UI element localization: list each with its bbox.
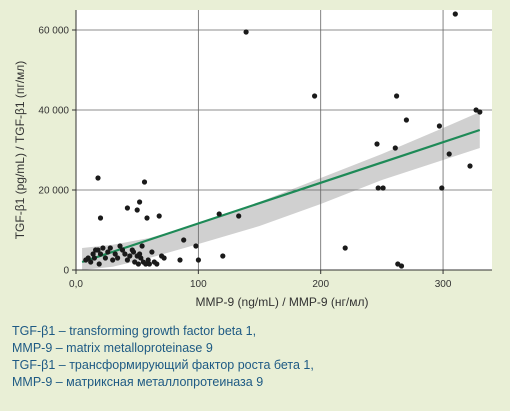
- data-point: [477, 109, 483, 115]
- data-point: [436, 123, 442, 129]
- data-point: [91, 255, 97, 261]
- data-point: [216, 211, 222, 217]
- data-point: [452, 11, 458, 17]
- data-point: [392, 145, 398, 151]
- data-point: [105, 249, 111, 255]
- data-point: [141, 179, 148, 185]
- data-point: [439, 185, 445, 191]
- data-point: [85, 255, 91, 261]
- data-point: [115, 255, 121, 261]
- data-point: [243, 29, 249, 35]
- data-point: [398, 263, 405, 269]
- y-tick-label: 0: [63, 266, 69, 277]
- legend-line-3: TGF-β1 – трансформирующий фактор роста б…: [12, 358, 314, 372]
- data-point: [112, 251, 118, 257]
- data-point: [100, 245, 106, 251]
- data-point: [342, 245, 348, 251]
- data-point: [95, 247, 101, 253]
- data-point: [97, 251, 104, 257]
- data-point: [177, 257, 183, 263]
- regression-line: [81, 128, 481, 264]
- data-point: [97, 215, 104, 221]
- data-point: [149, 249, 155, 255]
- data-point: [394, 93, 400, 99]
- data-point: [145, 257, 151, 263]
- data-point: [107, 245, 113, 251]
- data-point: [117, 243, 123, 249]
- data-point: [193, 243, 199, 249]
- data-point: [220, 253, 226, 259]
- legend-block: TGF-β1 – transforming growth factor beta…: [12, 323, 492, 391]
- data-point: [138, 255, 144, 261]
- data-point: [374, 141, 380, 147]
- data-point: [146, 261, 152, 267]
- y-tick-label: 60 000: [38, 26, 69, 37]
- data-point: [124, 257, 130, 263]
- legend-line-4: MMP-9 – матриксная металлопротеиназа 9: [12, 375, 264, 389]
- data-point: [139, 243, 145, 249]
- data-point: [124, 205, 130, 211]
- legend-line-1: TGF-β1 – transforming growth factor beta…: [12, 324, 257, 338]
- data-point: [137, 199, 143, 205]
- data-point: [236, 213, 242, 219]
- x-axis-title: MMP-9 (ng/mL) / MMP-9 (нг/мл): [196, 295, 369, 309]
- data-point: [90, 251, 96, 257]
- data-point: [110, 257, 116, 263]
- data-point: [154, 261, 160, 267]
- scatter-chart: 0,0 100 200 300 0 20 000 40 000 60 000 MMP-9 (n…: [13, 10, 492, 309]
- data-point: [135, 261, 141, 267]
- confidence-band: [82, 112, 480, 270]
- data-point: [134, 207, 140, 213]
- data-point: [161, 255, 167, 261]
- data-point: [122, 251, 128, 257]
- data-point: [403, 117, 409, 123]
- data-point: [181, 237, 187, 243]
- data-point: [88, 259, 94, 265]
- data-point: [144, 215, 150, 221]
- data-point: [195, 257, 201, 263]
- x-tick-label: 200: [312, 279, 329, 290]
- y-axis-title: TGF-β1 (pg/mL) / TGF-β1 (пг/мл): [13, 61, 27, 240]
- data-point: [119, 247, 126, 253]
- data-point: [380, 185, 386, 191]
- data-point: [143, 261, 149, 267]
- data-point: [312, 93, 318, 99]
- x-tick-label: 0,0: [69, 279, 83, 290]
- data-point: [467, 163, 473, 169]
- x-tick-label: 300: [435, 279, 452, 290]
- y-tick-label: 20 000: [38, 186, 69, 197]
- data-point: [127, 253, 133, 259]
- data-point: [95, 175, 101, 181]
- data-point: [102, 255, 108, 261]
- data-point: [156, 213, 162, 219]
- data-point: [446, 151, 452, 157]
- x-tick-label: 100: [190, 279, 207, 290]
- legend-line-2: MMP-9 – matrix metalloproteinase 9: [12, 341, 213, 355]
- data-point: [375, 185, 381, 191]
- data-point: [137, 251, 143, 257]
- data-point: [96, 261, 102, 267]
- data-point: [130, 249, 137, 255]
- y-tick-label: 40 000: [38, 106, 69, 117]
